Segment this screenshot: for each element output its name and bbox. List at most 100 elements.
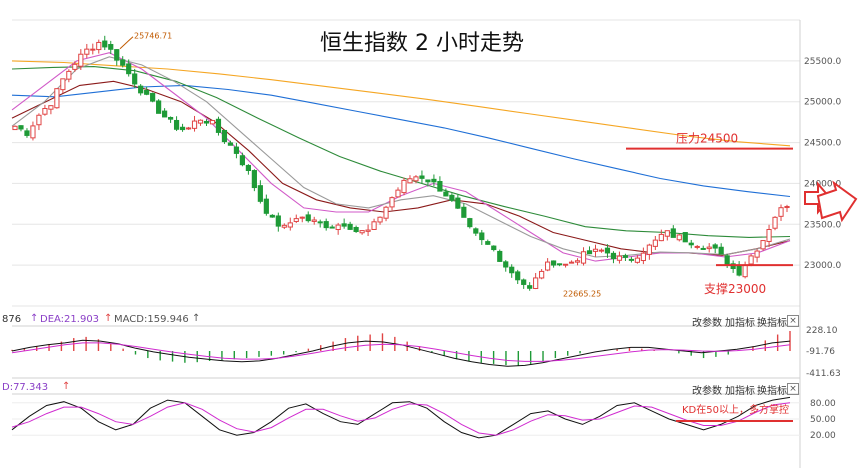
candle-body (329, 226, 335, 229)
candle-body (742, 264, 748, 278)
candle-body (78, 53, 84, 67)
candle-body (754, 250, 760, 258)
candle-body (162, 110, 168, 118)
candle-body (592, 248, 599, 252)
candle-body (281, 224, 287, 228)
candle-body (132, 73, 138, 85)
macd-close-icon[interactable]: × (787, 315, 799, 327)
candle-body (568, 261, 575, 264)
candle-body (114, 49, 120, 61)
candle-body (233, 146, 240, 154)
price-tick-label: 24500.0 (804, 139, 841, 149)
candle-body (562, 263, 569, 266)
high-price-label: 25746.71 (134, 32, 172, 41)
candle-body (48, 105, 54, 110)
annotations: 25746.71 22665.25 压力24500 支撑23000 (119, 32, 858, 298)
candle-body (215, 118, 222, 133)
candle-body (66, 70, 72, 80)
candle-body (473, 228, 479, 234)
candle-body (60, 78, 66, 91)
macd-up-arrow-icon: ↑ (104, 313, 113, 324)
candle-body (491, 245, 497, 251)
candle-body (359, 230, 365, 234)
candle-body (503, 261, 509, 268)
candle-body (664, 230, 670, 237)
candle-body (179, 126, 186, 131)
candle-body (419, 175, 425, 179)
macd-add-indicator-button[interactable]: 加指标 (725, 318, 755, 329)
candle-body (652, 239, 658, 247)
kdj-panel: 80.00 50.00 20.00 KD在50以上，多方掌控 (11, 393, 836, 441)
candle-body (407, 178, 413, 184)
candle-body (694, 245, 700, 248)
candle-body (239, 155, 246, 166)
candle-body (437, 180, 443, 192)
candle-body (36, 114, 42, 126)
candle-body (413, 176, 419, 182)
candle-body (688, 242, 694, 246)
candle-body (766, 228, 772, 242)
macd-tick-label: -411.63 (806, 369, 841, 379)
candle-body (353, 226, 359, 233)
candle-body (748, 255, 754, 265)
moving-average-lines (11, 52, 791, 262)
macd-params-button[interactable]: 改参数 (692, 318, 722, 329)
kdj-switch-indicator-button[interactable]: 换指标 (757, 386, 787, 397)
candle-body (371, 221, 377, 230)
candle-body (730, 263, 736, 270)
macd-dea-label: DEA:21.903 (40, 314, 100, 325)
kdj-add-indicator-button[interactable]: 加指标 (725, 386, 755, 397)
candle-body (497, 250, 503, 262)
price-tick-label: 25000.0 (804, 98, 841, 108)
candle-body (156, 100, 162, 114)
kdj-tick-label: 50.00 (810, 415, 836, 425)
macd-header-prefix: 876 (2, 314, 22, 325)
candle-body (72, 63, 78, 70)
moving-average-line (11, 66, 791, 238)
candle-body (724, 255, 730, 266)
kdj-tick-label: 80.00 (810, 399, 836, 409)
candle-body (682, 232, 688, 243)
grid (12, 19, 800, 307)
candle-body (257, 185, 263, 202)
price-tick-label: 23500.0 (804, 220, 841, 230)
kdj-params-button[interactable]: 改参数 (692, 386, 722, 397)
candle-body (527, 285, 533, 289)
high-price-pointer (119, 36, 134, 50)
candle-body (138, 85, 144, 94)
candle-body (209, 119, 216, 125)
kdj-tick-label: 20.00 (810, 431, 836, 441)
breakout-arrow-icon (816, 180, 858, 223)
candle-body (640, 252, 646, 262)
candle-body (658, 233, 664, 242)
candle-body (509, 266, 515, 274)
candle-body (634, 257, 640, 263)
candle-body (676, 234, 682, 241)
support-label: 支撑23000 (704, 281, 766, 296)
candle-body (700, 247, 706, 250)
candle-body (574, 260, 581, 263)
macd-switch-indicator-button[interactable]: 换指标 (757, 318, 787, 329)
kdj-k-line (11, 396, 791, 439)
candle-body (485, 241, 491, 245)
candle-body (227, 142, 234, 146)
candle-body (299, 216, 305, 219)
candle-body (461, 206, 467, 218)
candle-body (150, 92, 156, 102)
candle-body (323, 221, 329, 229)
resistance-label: 压力24500 (676, 132, 738, 146)
candle-body (706, 246, 712, 250)
candle-body (305, 214, 311, 222)
kdj-close-icon[interactable]: × (787, 383, 799, 395)
price-tick-label: 25500.0 (804, 57, 841, 67)
candle-body (221, 129, 228, 143)
candle-body (365, 229, 371, 232)
candle-body (551, 260, 557, 266)
candle-body (341, 223, 347, 227)
candle-body (395, 189, 401, 198)
candle-body (772, 216, 778, 229)
candle-body (533, 277, 539, 289)
price-tick-label: 23000.0 (804, 261, 841, 271)
